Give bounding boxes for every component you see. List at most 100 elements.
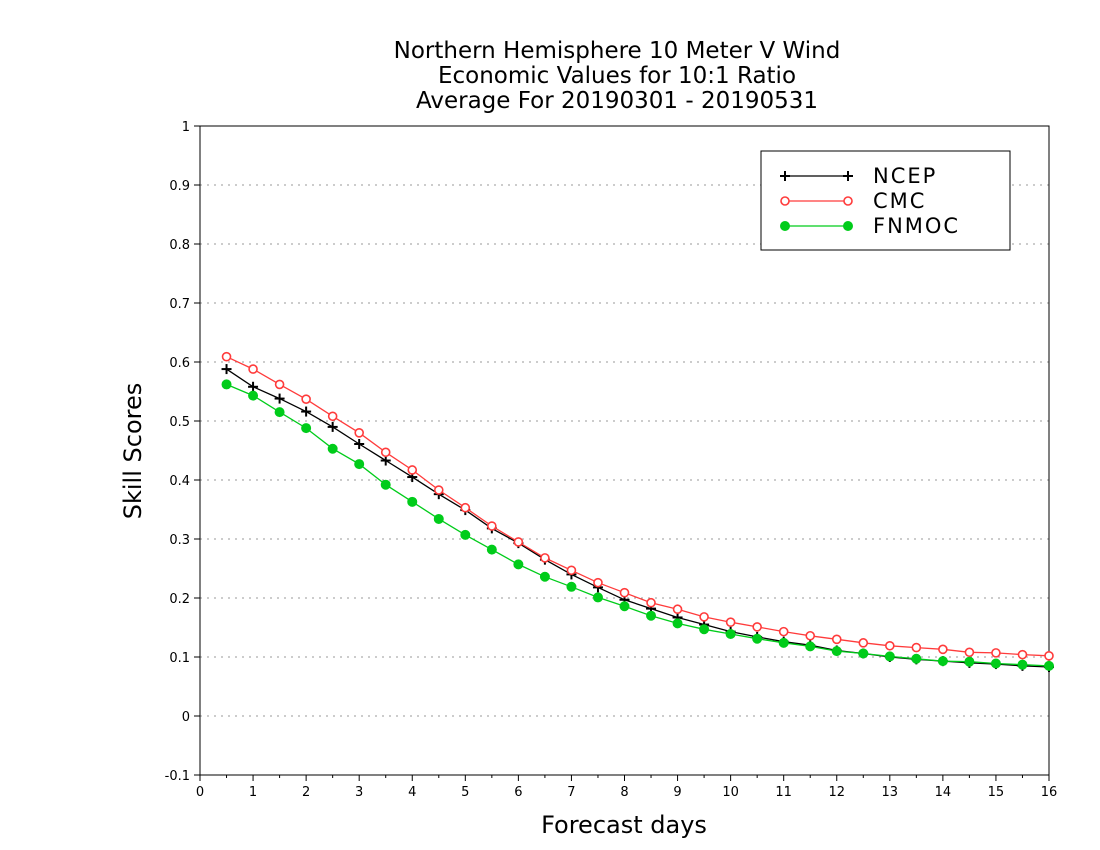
data-point — [725, 617, 736, 627]
y-axis-label: Skill Scores — [119, 383, 147, 520]
data-point — [460, 529, 471, 540]
legend-label: NCEP — [873, 164, 937, 188]
x-tick-label: 5 — [461, 785, 469, 800]
data-point — [327, 443, 338, 454]
data-point — [725, 628, 736, 639]
data-point — [964, 656, 975, 667]
data-point — [672, 618, 683, 629]
x-tick-label: 14 — [935, 785, 952, 800]
data-point — [991, 648, 1001, 658]
data-point — [619, 601, 630, 612]
data-point — [274, 393, 285, 404]
y-tick-label: 0.4 — [169, 474, 190, 489]
x-tick-label: 6 — [514, 785, 522, 800]
data-point — [301, 394, 311, 404]
data-point — [646, 597, 656, 608]
data-point — [301, 423, 312, 434]
x-tick-label: 8 — [620, 785, 628, 800]
y-tick-label: 0.6 — [169, 356, 190, 371]
data-point — [752, 622, 762, 632]
data-point — [327, 421, 338, 432]
x-tick-label: 13 — [882, 785, 899, 800]
x-tick-labels: 0 1 2 3 4 5 6 7 8 9 10 11 12 13 14 15 16 — [196, 785, 1057, 800]
data-point — [301, 406, 312, 417]
x-tick-label: 11 — [775, 785, 792, 800]
x-axis-label: Forecast days — [541, 811, 707, 839]
data-point — [592, 592, 603, 603]
y-tick-labels: -0.1 0 0.1 0.2 0.3 0.4 0.5 0.6 0.7 0.8 0.9 1 — [165, 120, 190, 784]
grid-lines — [200, 184, 1049, 717]
legend-label: FNMOC — [873, 214, 960, 238]
series-fnmoc — [221, 379, 1054, 671]
series-group — [221, 351, 1054, 673]
x-tick-label: 3 — [355, 785, 363, 800]
data-point — [566, 565, 577, 576]
y-tick-label: 0.3 — [169, 533, 190, 548]
data-point — [858, 648, 869, 659]
data-point — [1044, 651, 1054, 661]
data-point — [911, 653, 922, 664]
data-point — [884, 651, 895, 662]
title-line: Economic Values for 10:1 Ratio — [438, 63, 796, 89]
series-cmc — [221, 351, 1054, 661]
data-point — [858, 638, 869, 648]
y-tick-label: 0 — [182, 710, 190, 725]
x-tick-label: 2 — [302, 785, 310, 800]
y-tick-label: 0.5 — [169, 415, 190, 430]
data-point — [486, 544, 497, 555]
x-tick-label: 9 — [673, 785, 681, 800]
legend-item-fnmoc: FNMOC — [780, 214, 960, 238]
data-point — [593, 577, 603, 588]
legend-item-ncep: NCEP — [780, 164, 937, 188]
data-point — [221, 364, 232, 375]
data-point — [380, 479, 391, 490]
chart-title: Northern Hemisphere 10 Meter V WindEcono… — [394, 38, 841, 114]
axis-ticks — [194, 125, 1050, 781]
x-tick-label: 12 — [828, 785, 845, 800]
data-point — [539, 571, 550, 582]
data-point — [407, 496, 418, 507]
data-point — [1017, 649, 1028, 660]
title-line: Average For 20190301 - 20190531 — [416, 88, 818, 114]
x-tick-label: 4 — [408, 785, 416, 800]
data-point — [487, 521, 497, 531]
data-point — [354, 427, 364, 438]
data-point — [831, 634, 842, 645]
data-point — [248, 381, 259, 392]
data-point — [274, 407, 285, 418]
data-point — [843, 171, 853, 181]
x-tick-label: 1 — [249, 785, 257, 800]
data-point — [699, 624, 710, 635]
y-tick-label: 0.9 — [169, 179, 190, 194]
y-tick-label: 1 — [182, 120, 190, 135]
data-point — [354, 439, 365, 450]
data-point — [780, 196, 790, 206]
series-ncep — [221, 364, 1054, 673]
legend-label: CMC — [873, 189, 926, 213]
data-point — [354, 459, 365, 470]
x-tick-label: 16 — [1041, 785, 1058, 800]
data-point — [1017, 659, 1028, 670]
data-point — [843, 196, 853, 206]
data-point — [248, 364, 258, 374]
title-line: Northern Hemisphere 10 Meter V Wind — [394, 38, 841, 64]
data-point — [221, 379, 232, 390]
data-point — [1044, 660, 1054, 671]
data-point — [566, 581, 577, 592]
data-point — [831, 646, 842, 657]
data-point — [407, 465, 418, 475]
data-point — [380, 455, 391, 466]
data-point — [938, 644, 948, 655]
data-point — [752, 633, 763, 644]
data-point — [699, 612, 709, 622]
data-point — [433, 513, 444, 524]
data-point — [805, 630, 816, 641]
data-point — [672, 604, 683, 615]
data-point — [513, 559, 524, 570]
x-tick-label: 7 — [567, 785, 575, 800]
data-point — [433, 485, 444, 495]
y-tick-label: 0.1 — [169, 651, 190, 666]
data-point — [646, 610, 657, 621]
data-point — [780, 171, 790, 181]
